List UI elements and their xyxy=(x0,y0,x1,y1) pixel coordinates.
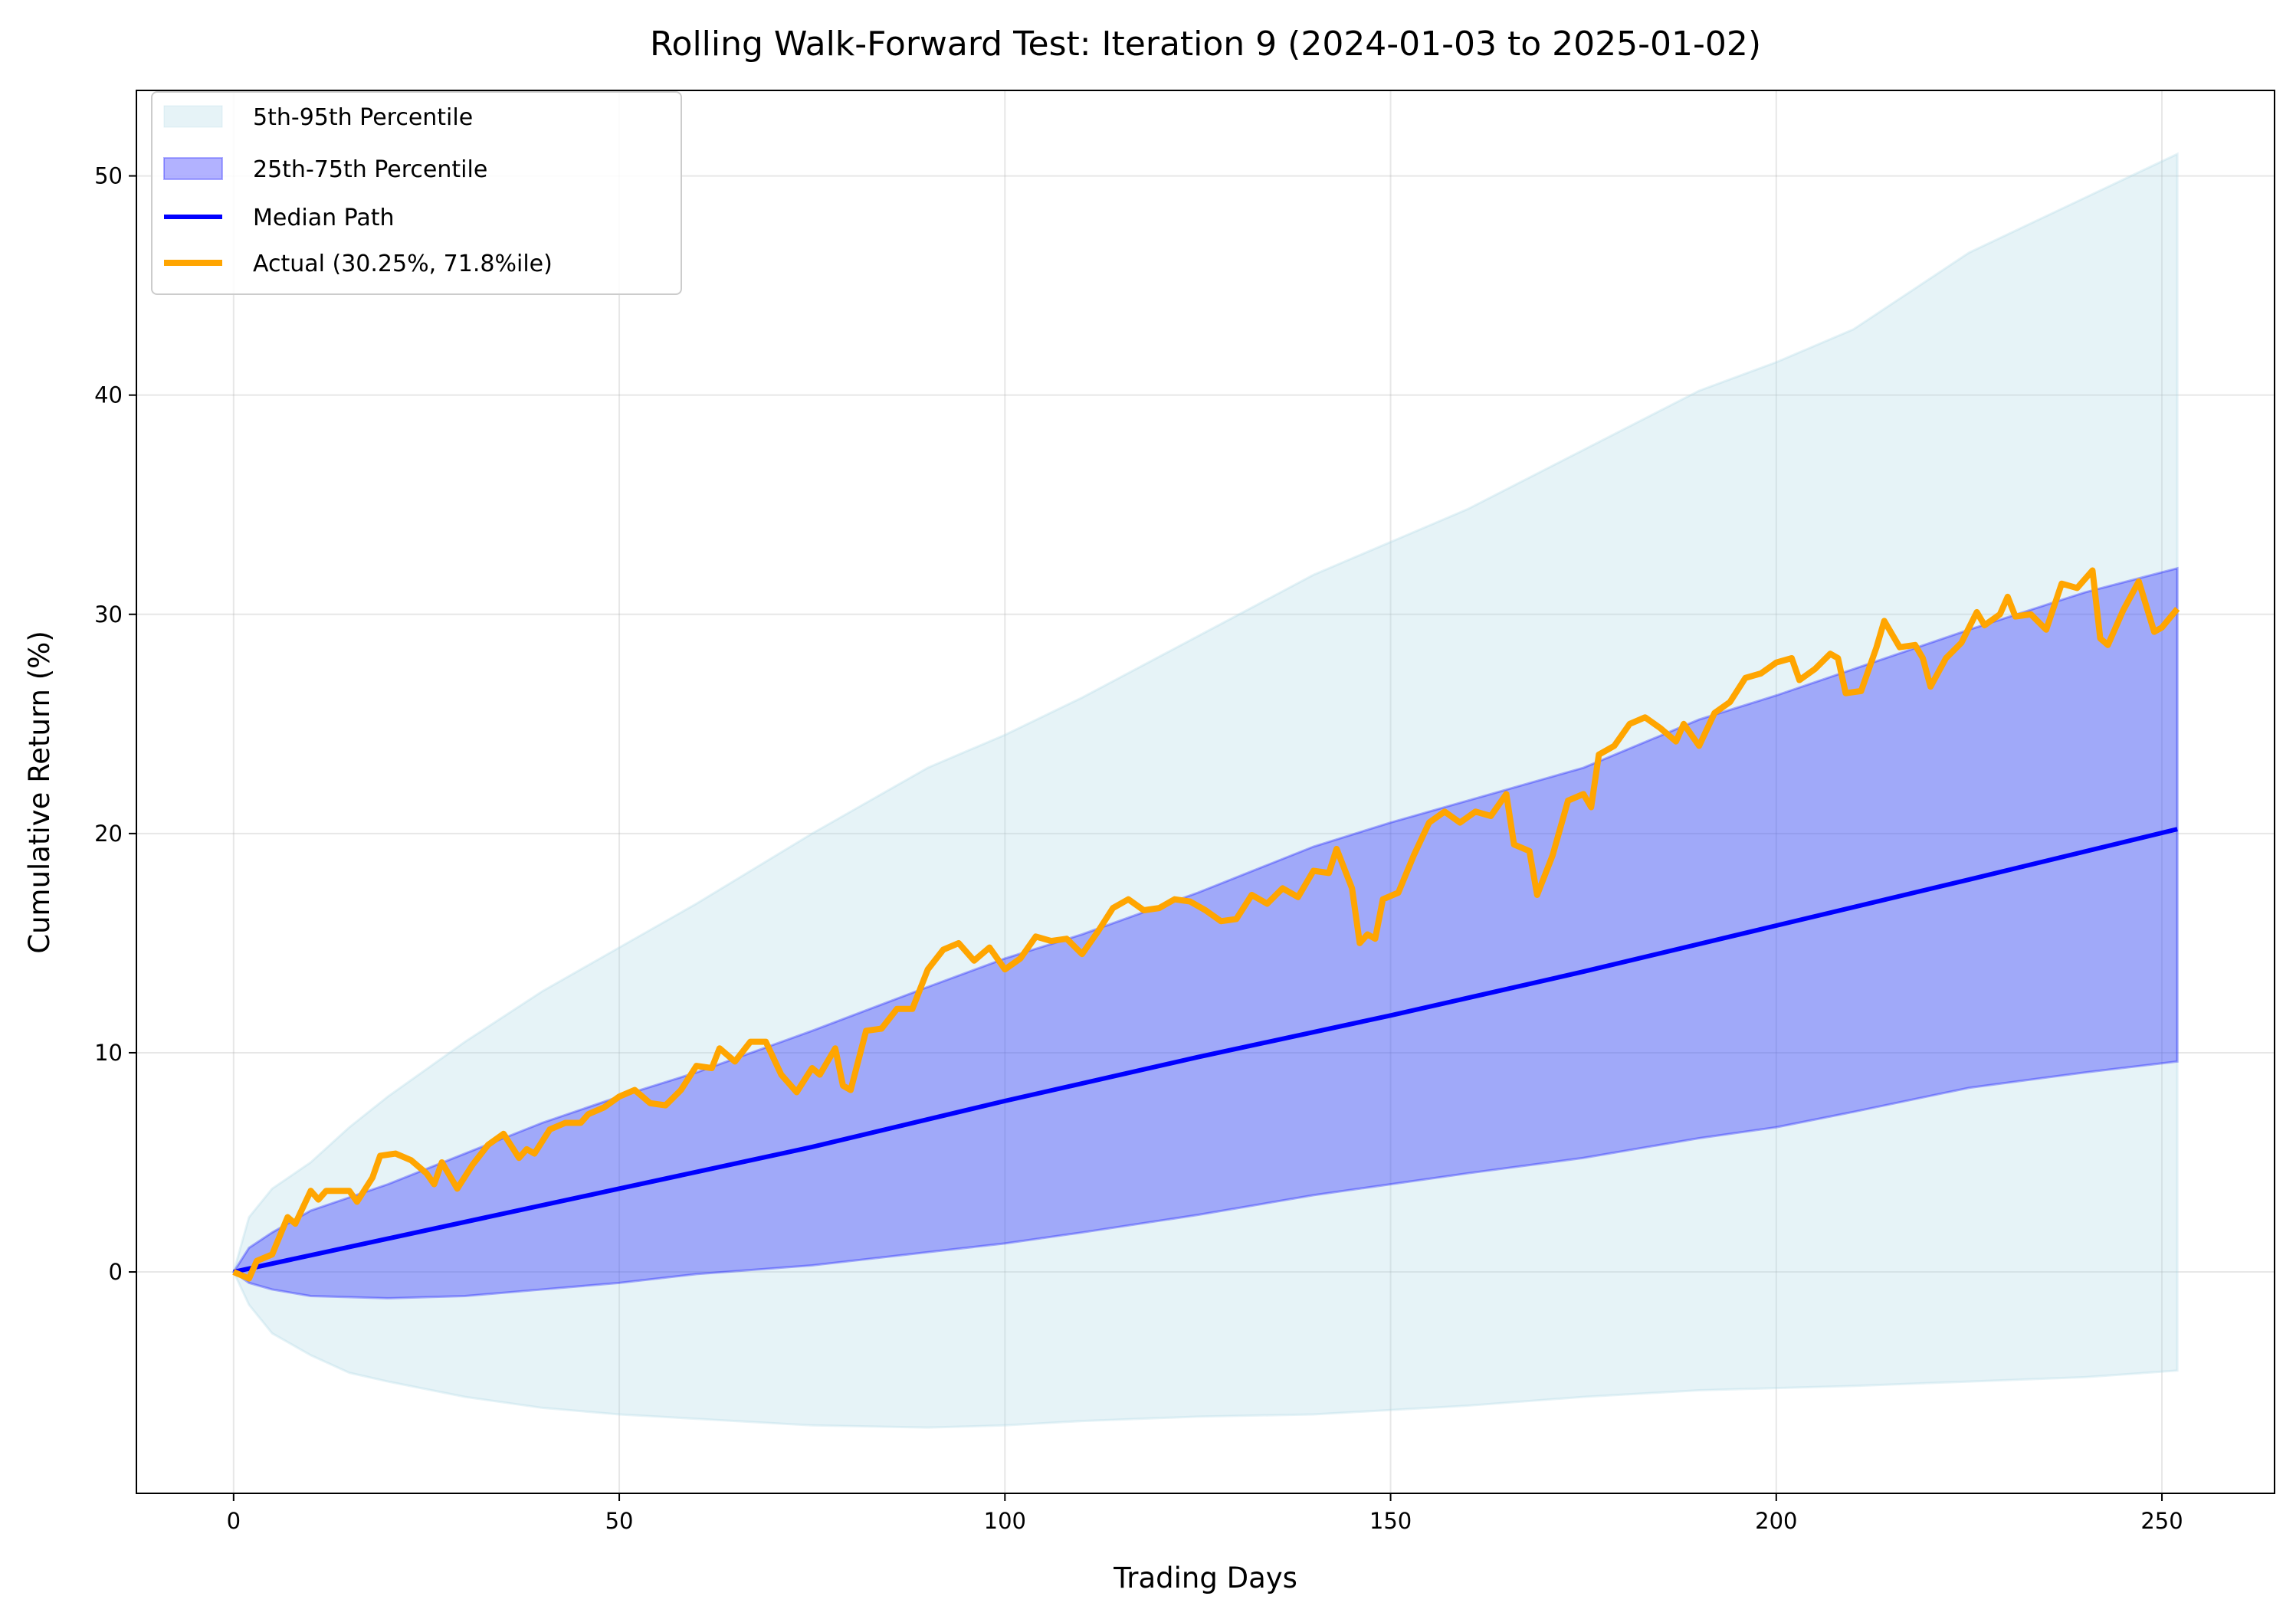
x-axis-label: Trading Days xyxy=(1113,1562,1297,1594)
legend-label-median: Median Path xyxy=(253,205,395,231)
x-tick-label: 0 xyxy=(227,1508,241,1534)
y-tick-label: 40 xyxy=(94,382,123,408)
x-tick-label: 150 xyxy=(1369,1508,1412,1534)
y-tick-label: 50 xyxy=(94,163,123,189)
x-tick-label: 250 xyxy=(2140,1508,2183,1534)
y-tick-label: 20 xyxy=(94,821,123,847)
band-5th-95th-percentile xyxy=(232,152,2179,1429)
x-tick-label: 200 xyxy=(1755,1508,1797,1534)
band-25th-75th-percentile xyxy=(231,566,2179,1299)
x-tick-label: 100 xyxy=(984,1508,1026,1534)
legend-swatch-5-95 xyxy=(163,105,223,128)
grid xyxy=(136,90,2275,1493)
y-axis-label: Cumulative Return (%) xyxy=(23,631,56,954)
legend-label-25-75: 25th-75th Percentile xyxy=(253,156,487,183)
legend-box xyxy=(151,91,682,295)
plot-marks xyxy=(231,152,2180,1429)
actual-return-line xyxy=(232,567,2180,1282)
y-tick-label: 10 xyxy=(94,1040,123,1066)
y-tick-label: 30 xyxy=(94,601,123,628)
y-tick-label: 0 xyxy=(109,1259,123,1285)
legend-label-actual: Actual (30.25%, 71.8%ile) xyxy=(253,251,553,277)
median-path-line xyxy=(233,827,2178,1274)
x-axis-ticks: 0 50 100 150 200 250 xyxy=(227,1493,2183,1534)
axes-frame xyxy=(136,90,2275,1494)
legend: 5th-95th Percentile 25th-75th Percentile… xyxy=(151,91,682,295)
legend-label-5-95: 5th-95th Percentile xyxy=(253,104,473,131)
legend-swatch-25-75 xyxy=(163,157,223,180)
y-axis-ticks: 0 10 20 30 40 50 xyxy=(94,163,136,1285)
x-tick-label: 50 xyxy=(605,1508,634,1534)
chart-title: Rolling Walk-Forward Test: Iteration 9 (… xyxy=(650,25,1761,64)
